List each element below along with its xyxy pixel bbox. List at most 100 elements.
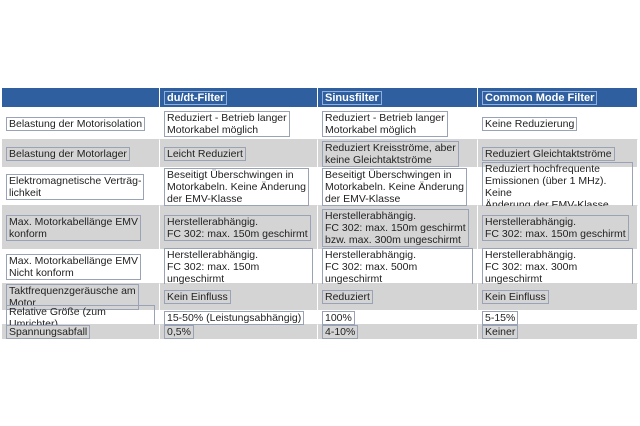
header-cell: Common Mode Filter xyxy=(478,88,638,108)
row-label-cell: Max. Motorkabellänge EMV Nicht konform xyxy=(2,250,160,284)
value-cell: Herstellerabhängig. FC 302: max. 150m ung… xyxy=(160,247,318,286)
cell-text: Herstellerabhängig. FC 302: max. 500m ung… xyxy=(322,247,473,286)
text-line: FC 302: max. 150m geschirmt xyxy=(485,227,626,240)
value-cell: Reduziert - Betrieb langer Motorkabel mög… xyxy=(160,108,318,140)
cell-text: Reduziert xyxy=(322,290,373,304)
text-line: Reduziert - Betrieb langer xyxy=(325,111,445,124)
row-label-cell: Belastung der Motorlager xyxy=(2,140,160,168)
text-line: 15-50% (Leistungsabhängig) xyxy=(167,311,302,324)
header-text: du/dt-Filter xyxy=(164,90,228,105)
value-cell: 100% xyxy=(318,310,478,325)
cell-text: Spannungsabfall xyxy=(6,325,91,339)
text-line: Reduziert xyxy=(325,291,370,303)
text-line: Reduziert Gleichtaktströme xyxy=(485,147,612,160)
cell-text: Herstellerabhängig. FC 302: max. 150m ung… xyxy=(164,247,313,286)
text-line: keine Gleichtaktströme xyxy=(325,153,432,166)
row-label-cell: Spannungsabfall xyxy=(2,325,160,340)
text-line: Herstellerabhängig. xyxy=(167,248,259,261)
cell-text: Leicht Reduziert xyxy=(164,146,246,161)
value-cell: Reduziert Kreisströme, aber keine Gleicht… xyxy=(318,140,478,168)
cell-text: Reduziert - Betrieb langer Motorkabel mög… xyxy=(164,110,290,137)
text-line: Max. Motorkabellänge EMV xyxy=(9,215,138,228)
cell-text: Reduziert Kreisströme, aber keine Gleicht… xyxy=(322,140,459,167)
row-label-cell: Max. Motorkabellänge EMV konform xyxy=(2,206,160,250)
cell-text: Belastung der Motorlager xyxy=(6,146,130,161)
text-line: Taktfrequenzgeräusche am xyxy=(9,285,136,297)
text-line: Spannungsabfall xyxy=(9,326,88,338)
text-line: Herstellerabhängig. xyxy=(167,215,259,228)
text-line: Herstellerabhängig. xyxy=(325,209,417,222)
value-cell: Herstellerabhängig. FC 302: max. 500m ung… xyxy=(318,247,478,286)
value-cell: Reduziert - Betrieb langer Motorkabel mög… xyxy=(318,108,478,140)
text-line: Kein Einfluss xyxy=(167,291,228,303)
header-cell: du/dt-Filter xyxy=(160,88,318,108)
cell-text: 4-10% xyxy=(322,325,359,339)
text-line: Keiner xyxy=(485,326,516,338)
text-line: 100% xyxy=(325,311,352,324)
value-cell: 15-50% (Leistungsabhängig) xyxy=(160,310,318,325)
value-cell: Herstellerabhängig. FC 302: max. 150m ges… xyxy=(478,206,638,250)
cell-text: Max. Motorkabellänge EMV konform xyxy=(6,214,141,241)
text-line: Beseitigt Überschwingen in xyxy=(325,168,452,181)
row-label-cell: Relative Größe (zum Umrichter) xyxy=(2,304,160,331)
text-line: bzw. max. 300m ungeschirmt xyxy=(325,233,461,246)
value-cell: Reduziert Gleichtaktströme xyxy=(478,140,638,168)
text-line: lichkeit xyxy=(9,186,42,199)
cell-text: 0,5% xyxy=(164,325,194,339)
text-line: 0,5% xyxy=(167,326,191,338)
value-cell: Reduziert hochfrequente Emissionen (über … xyxy=(478,161,638,212)
value-cell: Beseitigt Überschwingen in Motorkabeln. K… xyxy=(160,167,318,206)
cell-text: Taktfrequenzgeräusche am Motor xyxy=(6,284,139,310)
text-line: FC 302: max. 150m geschirmt xyxy=(167,227,308,240)
text-line: Kein Einfluss xyxy=(485,291,546,303)
row-label-cell: Taktfrequenzgeräusche am Motor xyxy=(2,284,160,311)
cell-text: Reduziert Gleichtaktströme xyxy=(482,146,615,161)
cell-text: Herstellerabhängig. FC 302: max. 150m ges… xyxy=(164,214,311,241)
text-line: Reduziert Kreisströme, aber xyxy=(325,141,456,154)
text-line: Max. Motorkabellänge EMV xyxy=(9,254,138,267)
text-line: Leicht Reduziert xyxy=(167,147,243,160)
header-text: Common Mode Filter xyxy=(482,90,598,105)
text-line: konform xyxy=(9,227,47,240)
cell-text: Beseitigt Überschwingen in Motorkabeln. K… xyxy=(164,167,309,206)
value-cell: Herstellerabhängig. FC 302: max. 150m ges… xyxy=(318,206,478,250)
text-line: 4-10% xyxy=(325,326,356,338)
row-label-cell: Elektromagnetische Verträg-lichkeit xyxy=(2,168,160,206)
text-line: Nicht konform xyxy=(9,266,74,279)
text-line: FC 302: max. 300m ungeschirmt xyxy=(485,260,578,285)
text-line: Herstellerabhängig. xyxy=(325,248,417,261)
text-line: FC 302: max. 500m ungeschirmt xyxy=(325,260,418,285)
value-cell: 4-10% xyxy=(318,325,478,340)
value-cell: Herstellerabhängig. FC 302: max. 300m ung… xyxy=(478,247,638,286)
value-cell: Leicht Reduziert xyxy=(160,140,318,168)
cell-text: 15-50% (Leistungsabhängig) xyxy=(164,310,305,325)
text-line: der EMV-Klasse xyxy=(325,192,401,205)
cell-text: Reduziert hochfrequente Emissionen (über … xyxy=(482,161,633,212)
text-line: Beseitigt Überschwingen in xyxy=(167,168,294,181)
text-line: Elektromagnetische Verträg- xyxy=(9,174,142,187)
value-cell: Kein Einfluss xyxy=(478,284,638,311)
header-corner xyxy=(2,88,160,108)
text-line: Belastung der Motorisolation xyxy=(9,117,143,130)
text-line: 5-15% xyxy=(485,311,516,324)
value-cell: Reduziert xyxy=(318,284,478,311)
text-line: Motor xyxy=(9,297,36,309)
text-line: FC 302: max. 150m ungeschirmt xyxy=(167,260,260,285)
cell-text: Kein Einfluss xyxy=(164,290,231,304)
text-line: Motorkabeln. Keine Änderung xyxy=(325,180,464,193)
text-line: FC 302: max. 150m geschirmt xyxy=(325,221,466,234)
cell-text: Herstellerabhängig. FC 302: max. 150m ges… xyxy=(482,214,629,241)
text-line: Herstellerabhängig. xyxy=(485,248,577,261)
text-line: Motorkabeln. Keine Änderung xyxy=(167,180,306,193)
value-cell: 5-15% xyxy=(478,310,638,325)
cell-text: Reduziert - Betrieb langer Motorkabel mög… xyxy=(322,110,448,137)
cell-text: Keiner xyxy=(482,325,519,339)
row-label-cell: Belastung der Motorisolation xyxy=(2,108,160,140)
cell-text: 100% xyxy=(322,310,355,325)
value-cell: Beseitigt Überschwingen in Motorkabeln. K… xyxy=(318,167,478,206)
cell-text: Keine Reduzierung xyxy=(482,116,578,131)
cell-text: Elektromagnetische Verträg-lichkeit xyxy=(6,173,145,200)
cell-text: Herstellerabhängig. FC 302: max. 300m ung… xyxy=(482,247,633,286)
text-line: Emissionen (über 1 MHz). Keine xyxy=(485,174,607,199)
